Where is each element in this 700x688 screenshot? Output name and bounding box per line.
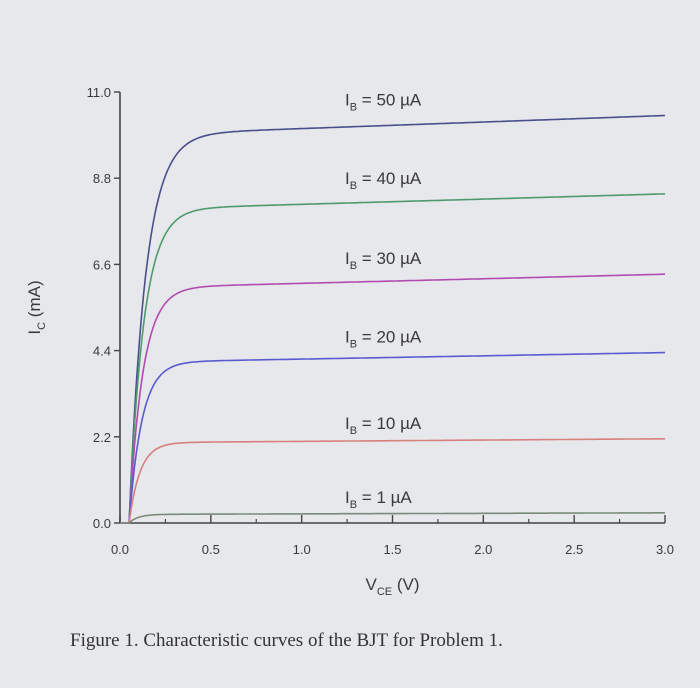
curve-series-0 xyxy=(120,114,666,524)
y-tick-label-2: 4.4 xyxy=(93,344,111,359)
y-tick-label-4: 8.8 xyxy=(93,171,111,186)
y-tick-label-3: 6.6 xyxy=(93,257,111,272)
curve-series-5 xyxy=(120,511,665,524)
x-tick-label-2: 1.0 xyxy=(293,542,311,557)
bjt-characteristic-chart: 0.0 2.2 4.4 6.6 8.8 11.0 0.0 0.5 1.0 1.5 2.0 2.5 3.0… xyxy=(25,85,674,598)
x-axis-title: VCE (V) xyxy=(365,575,419,598)
curve-label-0: IB = 50 µA xyxy=(345,91,422,114)
curve-label-5: IB = 1 µA xyxy=(345,488,412,511)
curve-label-3: IB = 20 µA xyxy=(345,328,422,351)
y-tick-label-0: 0.0 xyxy=(93,516,111,531)
y-axis-title: IC (mA) xyxy=(25,280,48,334)
curve-series-1 xyxy=(120,193,665,524)
x-tick-label-4: 2.0 xyxy=(474,542,492,557)
x-tick-label-5: 2.5 xyxy=(565,542,583,557)
curve-label-1: IB = 40 µA xyxy=(345,169,422,192)
y-tick-label-1: 2.2 xyxy=(93,430,111,445)
y-tick-label-5: 11.0 xyxy=(87,85,111,100)
curve-label-4: IB = 10 µA xyxy=(345,414,422,437)
x-tick-label-1: 0.5 xyxy=(202,542,220,557)
x-tick-label-3: 1.5 xyxy=(383,542,401,557)
x-tick-label-0: 0.0 xyxy=(111,542,129,557)
figure-caption: Figure 1. Characteristic curves of the B… xyxy=(70,630,503,651)
curve-label-2: IB = 30 µA xyxy=(345,249,422,272)
curve-series-4 xyxy=(120,437,665,524)
curve-series-2 xyxy=(120,273,665,524)
x-tick-label-6: 3.0 xyxy=(656,542,674,557)
curve-series-3 xyxy=(120,351,665,524)
